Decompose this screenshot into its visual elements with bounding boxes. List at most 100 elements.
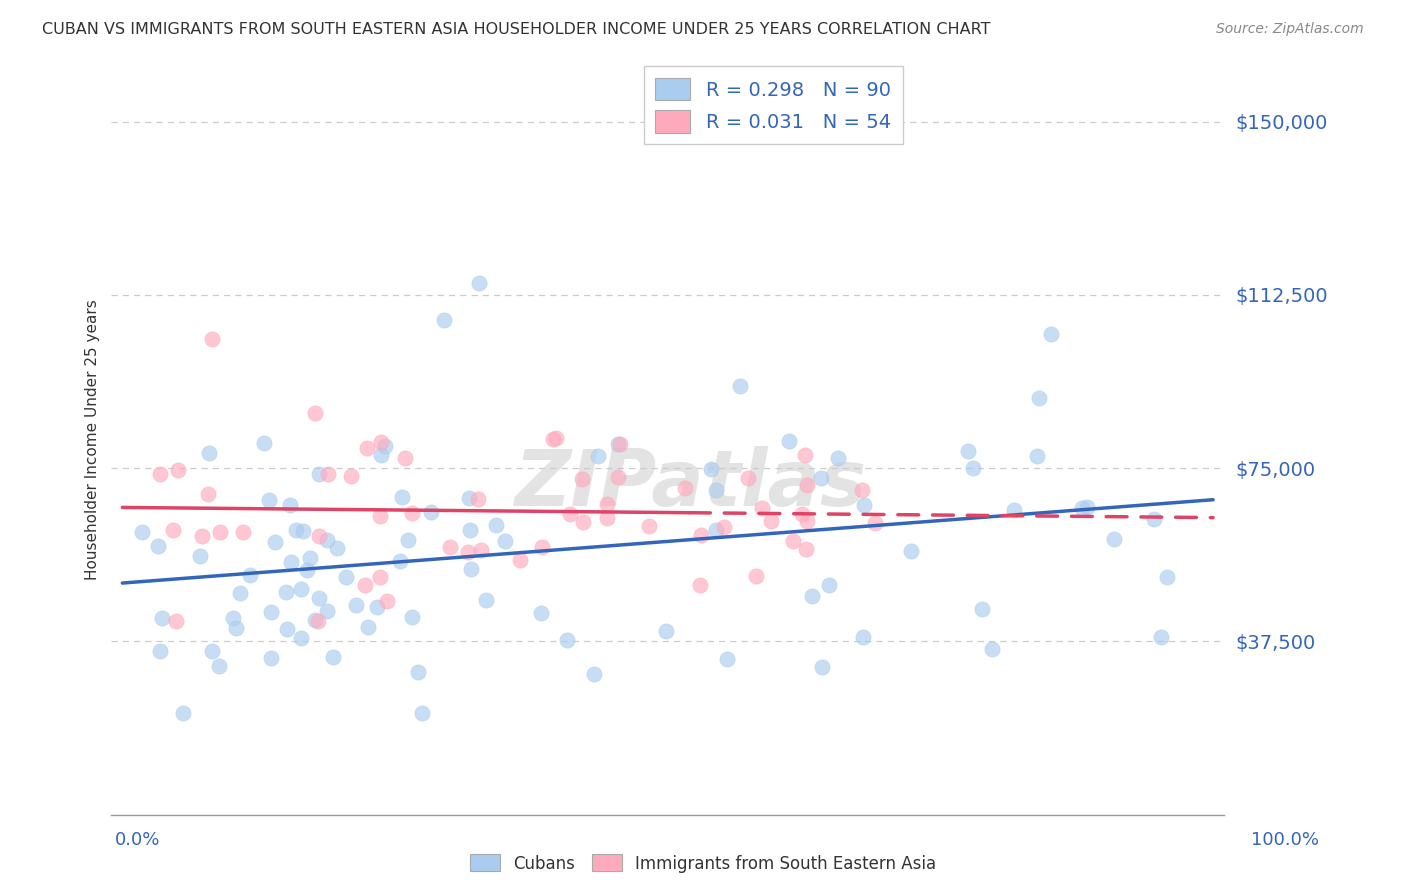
Point (1040, 327, 1063, 342)
Point (131, 524, 153, 539)
Text: CUBAN VS IMMIGRANTS FROM SOUTH EASTERN ASIA HOUSEHOLDER INCOME UNDER 25 YEARS CO: CUBAN VS IMMIGRANTS FROM SOUTH EASTERN A… (42, 22, 991, 37)
Point (606, 470, 628, 484)
Text: 100.0%: 100.0% (1251, 831, 1319, 849)
Point (335, 569, 357, 583)
Point (759, 514, 782, 528)
Point (508, 553, 530, 567)
Point (322, 649, 344, 664)
Point (467, 491, 489, 506)
Point (433, 313, 456, 327)
Point (370, 448, 392, 462)
Point (149, 644, 172, 658)
Point (1102, 532, 1125, 546)
Point (689, 528, 711, 542)
Point (460, 562, 482, 576)
Point (900, 543, 922, 558)
Point (827, 450, 849, 465)
Point (1028, 391, 1050, 405)
Point (368, 569, 391, 583)
Point (290, 631, 312, 645)
Point (222, 610, 245, 624)
Point (146, 539, 169, 553)
Point (353, 578, 375, 592)
Point (172, 706, 194, 720)
Point (541, 432, 564, 446)
Point (401, 506, 423, 520)
Point (366, 599, 388, 614)
Point (375, 594, 398, 608)
Point (583, 667, 606, 681)
Point (304, 613, 326, 627)
Point (260, 605, 283, 619)
Point (699, 462, 721, 476)
Point (863, 516, 886, 530)
Point (198, 446, 221, 460)
Point (557, 632, 579, 647)
Point (276, 622, 298, 636)
Point (529, 606, 551, 620)
Point (411, 706, 433, 720)
Point (401, 610, 423, 624)
Point (396, 533, 419, 548)
Point (232, 524, 254, 539)
Point (586, 449, 609, 463)
Point (606, 436, 628, 450)
Point (956, 443, 979, 458)
Point (470, 543, 492, 558)
Y-axis label: Householder Income Under 25 years: Householder Income Under 25 years (86, 299, 100, 580)
Legend: Cubans, Immigrants from South Eastern Asia: Cubans, Immigrants from South Eastern As… (463, 847, 943, 880)
Text: 0.0%: 0.0% (115, 831, 160, 849)
Point (595, 511, 617, 525)
Text: ZIPatlas: ZIPatlas (513, 446, 866, 523)
Point (980, 641, 1002, 656)
Point (560, 507, 582, 521)
Point (796, 514, 818, 528)
Point (596, 497, 619, 511)
Point (191, 529, 214, 543)
Point (704, 483, 727, 497)
Point (292, 524, 315, 538)
Point (458, 491, 481, 505)
Point (457, 544, 479, 558)
Point (571, 473, 593, 487)
Text: Source: ZipAtlas.com: Source: ZipAtlas.com (1216, 22, 1364, 37)
Point (467, 277, 489, 291)
Point (308, 591, 330, 605)
Point (225, 621, 247, 635)
Point (460, 523, 482, 537)
Point (276, 585, 298, 599)
Point (1076, 500, 1098, 514)
Point (209, 524, 232, 539)
Point (356, 441, 378, 455)
Point (796, 477, 818, 491)
Point (340, 469, 363, 483)
Point (197, 487, 219, 501)
Point (1142, 511, 1164, 525)
Point (439, 541, 461, 555)
Point (793, 448, 815, 462)
Point (325, 541, 347, 556)
Point (280, 555, 302, 569)
Point (716, 652, 738, 666)
Point (689, 577, 711, 591)
Point (972, 601, 994, 615)
Point (494, 533, 516, 548)
Point (704, 523, 727, 537)
Point (728, 378, 751, 392)
Point (544, 431, 567, 445)
Point (167, 463, 190, 477)
Point (408, 665, 430, 679)
Point (852, 630, 875, 644)
Point (654, 624, 676, 638)
Point (278, 498, 301, 512)
Point (420, 505, 443, 519)
Point (257, 493, 280, 508)
Point (778, 434, 800, 448)
Point (307, 614, 329, 628)
Point (295, 563, 318, 577)
Point (316, 467, 339, 481)
Point (344, 599, 367, 613)
Point (637, 519, 659, 533)
Point (165, 614, 187, 628)
Point (149, 467, 172, 482)
